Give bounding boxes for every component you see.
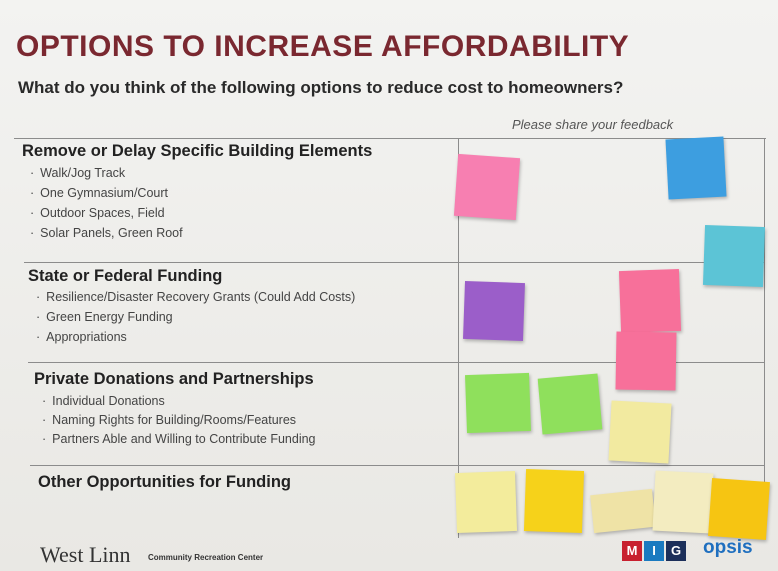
tagline: Community Recreation Center [148,553,263,562]
title: OPTIONS TO INCREASE AFFORDABILITY [16,30,629,64]
sticky-note [615,331,676,390]
item: Outdoor Spaces, Field [30,206,165,220]
divider [14,138,766,139]
subtitle: What do you think of the following optio… [18,78,623,98]
partner-logo: opsis [703,537,753,559]
partner-logo: M [622,541,642,561]
sticky-note [608,400,671,463]
sticky-note [454,154,520,220]
sticky-note [665,137,726,200]
page: OPTIONS TO INCREASE AFFORDABILITY What d… [0,0,778,571]
item: Green Energy Funding [36,310,173,324]
logo: West Linn [40,542,131,568]
section-title: Other Opportunities for Funding [38,473,291,492]
sticky-note [463,281,525,341]
item: Walk/Jog Track [30,166,125,180]
poster: OPTIONS TO INCREASE AFFORDABILITY What d… [0,0,778,571]
sticky-note [465,373,531,433]
partner-logo: G [666,541,686,561]
divider [764,138,765,538]
sticky-note [703,225,765,287]
sticky-note [524,469,584,533]
item: Partners Able and Willing to Contribute … [42,432,316,446]
sticky-note [708,478,770,540]
item: Resilience/Disaster Recovery Grants (Cou… [36,290,355,304]
divider [24,262,764,263]
item: Individual Donations [42,394,165,408]
sticky-note [652,471,713,534]
item: One Gymnasium/Court [30,186,168,200]
item: Solar Panels, Green Roof [30,226,183,240]
item: Naming Rights for Building/Rooms/Feature… [42,413,296,427]
sticky-note [538,373,603,434]
sticky-note [455,471,517,533]
section-title: Remove or Delay Specific Building Elemen… [22,142,372,161]
sticky-note [619,269,681,333]
feedback-label: Please share your feedback [512,117,673,132]
partner-logo: I [644,541,664,561]
divider [30,465,764,466]
item: Appropriations [36,330,127,344]
section-title: Private Donations and Partnerships [34,370,314,389]
section-title: State or Federal Funding [28,267,222,286]
sticky-note [590,489,656,533]
